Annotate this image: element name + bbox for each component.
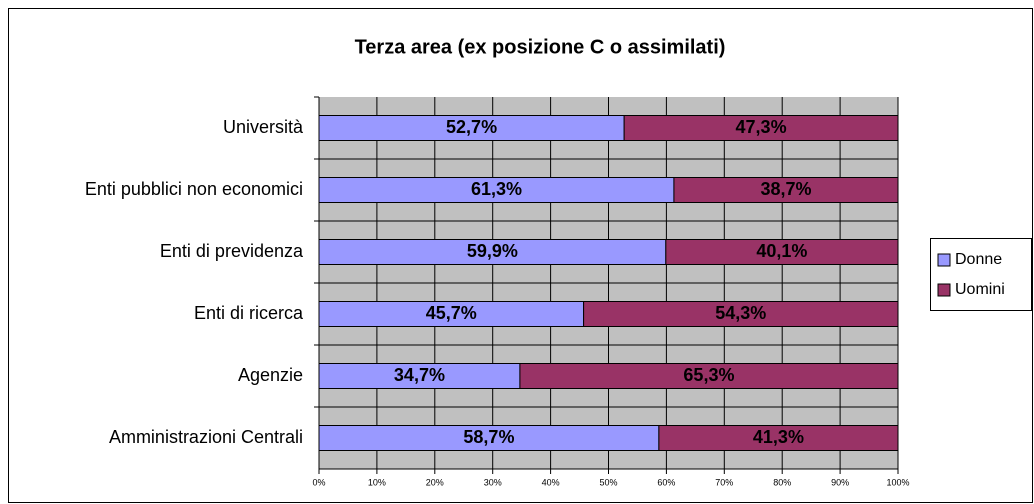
x-tick-label: 30% <box>484 477 502 487</box>
data-label: 58,7% <box>463 427 514 447</box>
bar-segment <box>665 239 899 265</box>
bar-segment <box>318 301 585 327</box>
x-tick-label: 80% <box>773 477 791 487</box>
y-tick-label: Enti di ricerca <box>194 303 304 323</box>
data-label: 54,3% <box>715 303 766 323</box>
chart-title: Terza area (ex posizione C o assimilati) <box>355 36 726 58</box>
y-tick-label: Enti pubblici non economici <box>85 179 303 199</box>
x-tick-label: 100% <box>886 477 909 487</box>
bar-segment <box>519 363 899 389</box>
legend-swatch <box>937 253 951 267</box>
data-label: 47,3% <box>736 117 787 137</box>
x-tick-label: 10% <box>368 477 386 487</box>
data-label: 52,7% <box>446 117 497 137</box>
y-tick-label: Agenzie <box>238 365 303 385</box>
legend-swatch <box>937 283 951 297</box>
data-label: 34,7% <box>394 365 445 385</box>
legend-label: Uomini <box>955 281 1005 298</box>
data-label: 65,3% <box>683 365 734 385</box>
x-tick-label: 0% <box>312 477 325 487</box>
data-label: 61,3% <box>471 179 522 199</box>
x-tick-label: 50% <box>599 477 617 487</box>
legend-box <box>930 238 1032 311</box>
bar-segment <box>658 425 899 451</box>
y-tick-label: Enti di previdenza <box>160 241 304 261</box>
y-tick-label: Università <box>223 117 304 137</box>
x-tick-label: 60% <box>657 477 675 487</box>
x-tick-label: 20% <box>426 477 444 487</box>
bar-segment <box>623 115 899 141</box>
data-label: 59,9% <box>467 241 518 261</box>
bar-segment <box>673 177 899 203</box>
x-tick-label: 70% <box>715 477 733 487</box>
data-label: 40,1% <box>756 241 807 261</box>
data-label: 38,7% <box>760 179 811 199</box>
data-label: 41,3% <box>753 427 804 447</box>
bar-segment <box>318 363 521 389</box>
data-label: 45,7% <box>426 303 477 323</box>
y-tick-label: Amministrazioni Centrali <box>109 427 303 447</box>
bar-segment <box>583 301 899 327</box>
legend-label: Donne <box>955 251 1002 268</box>
x-tick-label: 90% <box>831 477 849 487</box>
x-tick-label: 40% <box>542 477 560 487</box>
